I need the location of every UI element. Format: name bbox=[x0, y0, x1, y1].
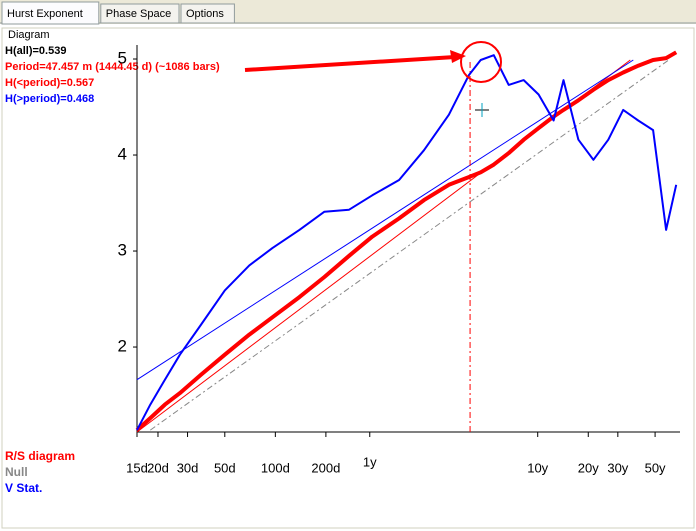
tab[interactable] bbox=[180, 3, 235, 24]
group-border bbox=[1, 27, 695, 529]
legend-entry: Null bbox=[5, 465, 28, 479]
series-line bbox=[135, 50, 678, 432]
y-tick-label: 2 bbox=[118, 337, 127, 356]
group-label-bg bbox=[6, 29, 52, 41]
legend-entry: V Stat. bbox=[5, 481, 42, 495]
tabs: Hurst Exponent Phase Space Options bbox=[1, 1, 235, 25]
x-tick-label: 50d bbox=[214, 460, 236, 475]
stat-text: H(<period)=0.567 bbox=[5, 77, 94, 89]
tab-label[interactable]: Phase Space bbox=[106, 8, 171, 20]
tab-label[interactable]: Hurst Exponent bbox=[7, 8, 83, 20]
stats: H(all)=0.539 Period=47.457 m (1444.45 d) … bbox=[5, 45, 220, 105]
x-tick-label: 15d bbox=[126, 460, 148, 475]
x-tick-label: 30d bbox=[177, 460, 199, 475]
tab[interactable] bbox=[1, 1, 100, 25]
group-label: Diagram bbox=[8, 29, 50, 41]
y-tick-label: 4 bbox=[118, 145, 127, 164]
legend-entry: R/S diagram bbox=[5, 449, 75, 463]
x-tick-label: 20d bbox=[147, 460, 169, 475]
stat-text: H(>period)=0.468 bbox=[5, 93, 94, 105]
annotation-circle bbox=[460, 41, 502, 83]
tab-label[interactable]: Options bbox=[186, 8, 224, 20]
chart: 2 3 4 5 15d 20d 30d 50d 100d 200d 1y 10y 20y 30y 50y R/… bbox=[5, 45, 680, 495]
x-tick-label: 50y bbox=[645, 460, 666, 475]
x-tick-label: 200d bbox=[311, 460, 340, 475]
null-line bbox=[150, 59, 669, 431]
series-line bbox=[136, 54, 678, 431]
x-tick-label: 100d bbox=[261, 460, 290, 475]
annotation-arrowhead bbox=[450, 50, 466, 63]
annotation-arrow bbox=[244, 55, 456, 72]
x-tick-label: 30y bbox=[607, 460, 628, 475]
stat-text: Period=47.457 m (1444.45 d) (~1086 bars) bbox=[5, 61, 220, 73]
stat-text: H(all)=0.539 bbox=[5, 45, 66, 57]
y-tick-label: 5 bbox=[118, 49, 127, 68]
x-tick-label: 20y bbox=[578, 460, 599, 475]
y-tick-label: 3 bbox=[118, 241, 127, 260]
tab[interactable] bbox=[100, 3, 180, 24]
x-tick-label: 10y bbox=[527, 460, 548, 475]
x-tick-label: 1y bbox=[363, 454, 377, 469]
